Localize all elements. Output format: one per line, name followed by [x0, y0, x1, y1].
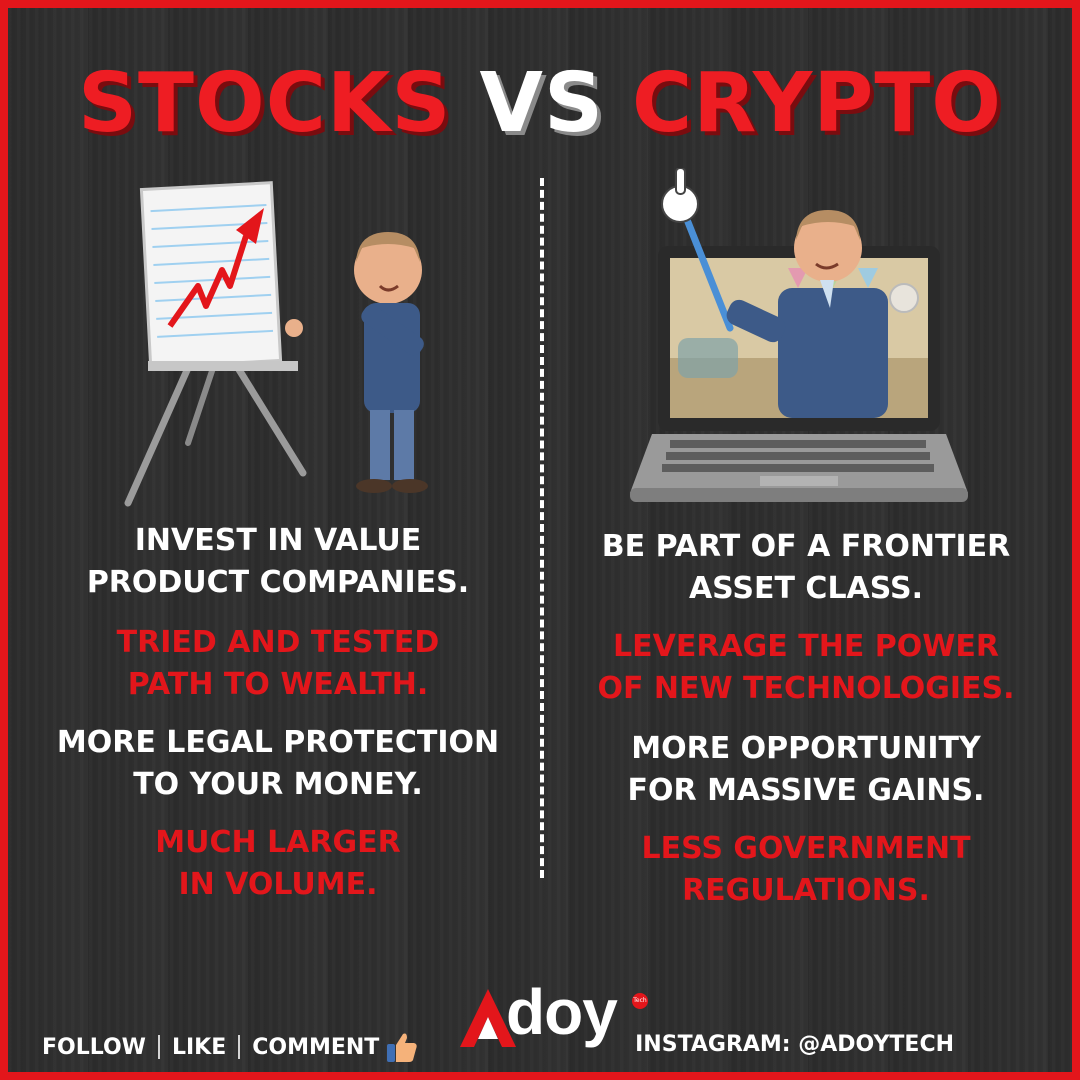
stocks-point-2-line-2: PATH TO WEALTH.: [127, 667, 429, 702]
stocks-point-2-line-1: TRIED AND TESTED: [116, 625, 440, 660]
stocks-point-4: MUCH LARGER IN VOLUME.: [28, 822, 528, 906]
crypto-point-2-line-2: OF NEW TECHNOLOGIES.: [597, 671, 1015, 706]
stocks-point-1-line-1: INVEST IN VALUE: [134, 523, 422, 558]
logo-wordmark: doy: [506, 976, 618, 1048]
stocks-point-1-line-2: PRODUCT COMPANIES.: [86, 565, 470, 600]
stocks-point-3-line-1: MORE LEGAL PROTECTION: [56, 725, 500, 760]
comment-link[interactable]: COMMENT: [252, 1034, 380, 1060]
crypto-point-2: LEVERAGE THE POWER OF NEW TECHNOLOGIES.: [556, 626, 1056, 710]
follow-link[interactable]: FOLLOW: [42, 1034, 146, 1060]
footer-separator: [157, 1035, 160, 1059]
crypto-point-4-line-2: REGULATIONS.: [682, 873, 930, 908]
title-crypto: CRYPTO: [632, 56, 1002, 151]
crypto-illustration: [630, 168, 968, 502]
title-vs: VS: [479, 56, 605, 151]
logo-badge: Tech: [632, 993, 648, 1009]
adoy-logo: doy Tech: [458, 976, 648, 1053]
like-link[interactable]: LIKE: [171, 1034, 227, 1060]
crypto-point-1: BE PART OF A FRONTIER ASSET CLASS.: [556, 526, 1056, 610]
crypto-point-4-line-1: LESS GOVERNMENT: [641, 831, 971, 866]
stocks-point-1: INVEST IN VALUE PRODUCT COMPANIES.: [28, 520, 528, 604]
title-stocks: STOCKS: [78, 56, 452, 151]
crypto-point-3-line-2: FOR MASSIVE GAINS.: [627, 773, 985, 808]
crypto-point-1-line-1: BE PART OF A FRONTIER: [601, 529, 1011, 564]
stocks-point-3-line-2: TO YOUR MONEY.: [133, 767, 423, 802]
crypto-point-4: LESS GOVERNMENT REGULATIONS.: [556, 828, 1056, 912]
stocks-point-2: TRIED AND TESTED PATH TO WEALTH.: [28, 622, 528, 706]
footer-separator: [238, 1035, 241, 1059]
thumbs-up-icon: [387, 1033, 417, 1062]
instagram-handle[interactable]: INSTAGRAM: @ADOYTECH: [635, 1032, 954, 1057]
stocks-point-4-line-2: IN VOLUME.: [178, 867, 378, 902]
logo-a-mark-icon: [460, 989, 516, 1047]
crypto-point-3: MORE OPPORTUNITY FOR MASSIVE GAINS.: [556, 728, 1056, 812]
crypto-point-2-line-1: LEVERAGE THE POWER: [613, 629, 999, 664]
crypto-point-1-line-2: ASSET CLASS.: [688, 571, 924, 606]
crypto-point-3-line-1: MORE OPPORTUNITY: [631, 731, 981, 766]
stocks-illustration: [124, 181, 428, 507]
stocks-point-4-line-1: MUCH LARGER: [155, 825, 401, 860]
footer-cta: FOLLOW LIKE COMMENT: [42, 1030, 419, 1064]
stocks-point-3: MORE LEGAL PROTECTION TO YOUR MONEY.: [28, 722, 528, 806]
page-title: STOCKS VS CRYPTO: [8, 63, 1072, 145]
center-divider: [540, 178, 544, 878]
